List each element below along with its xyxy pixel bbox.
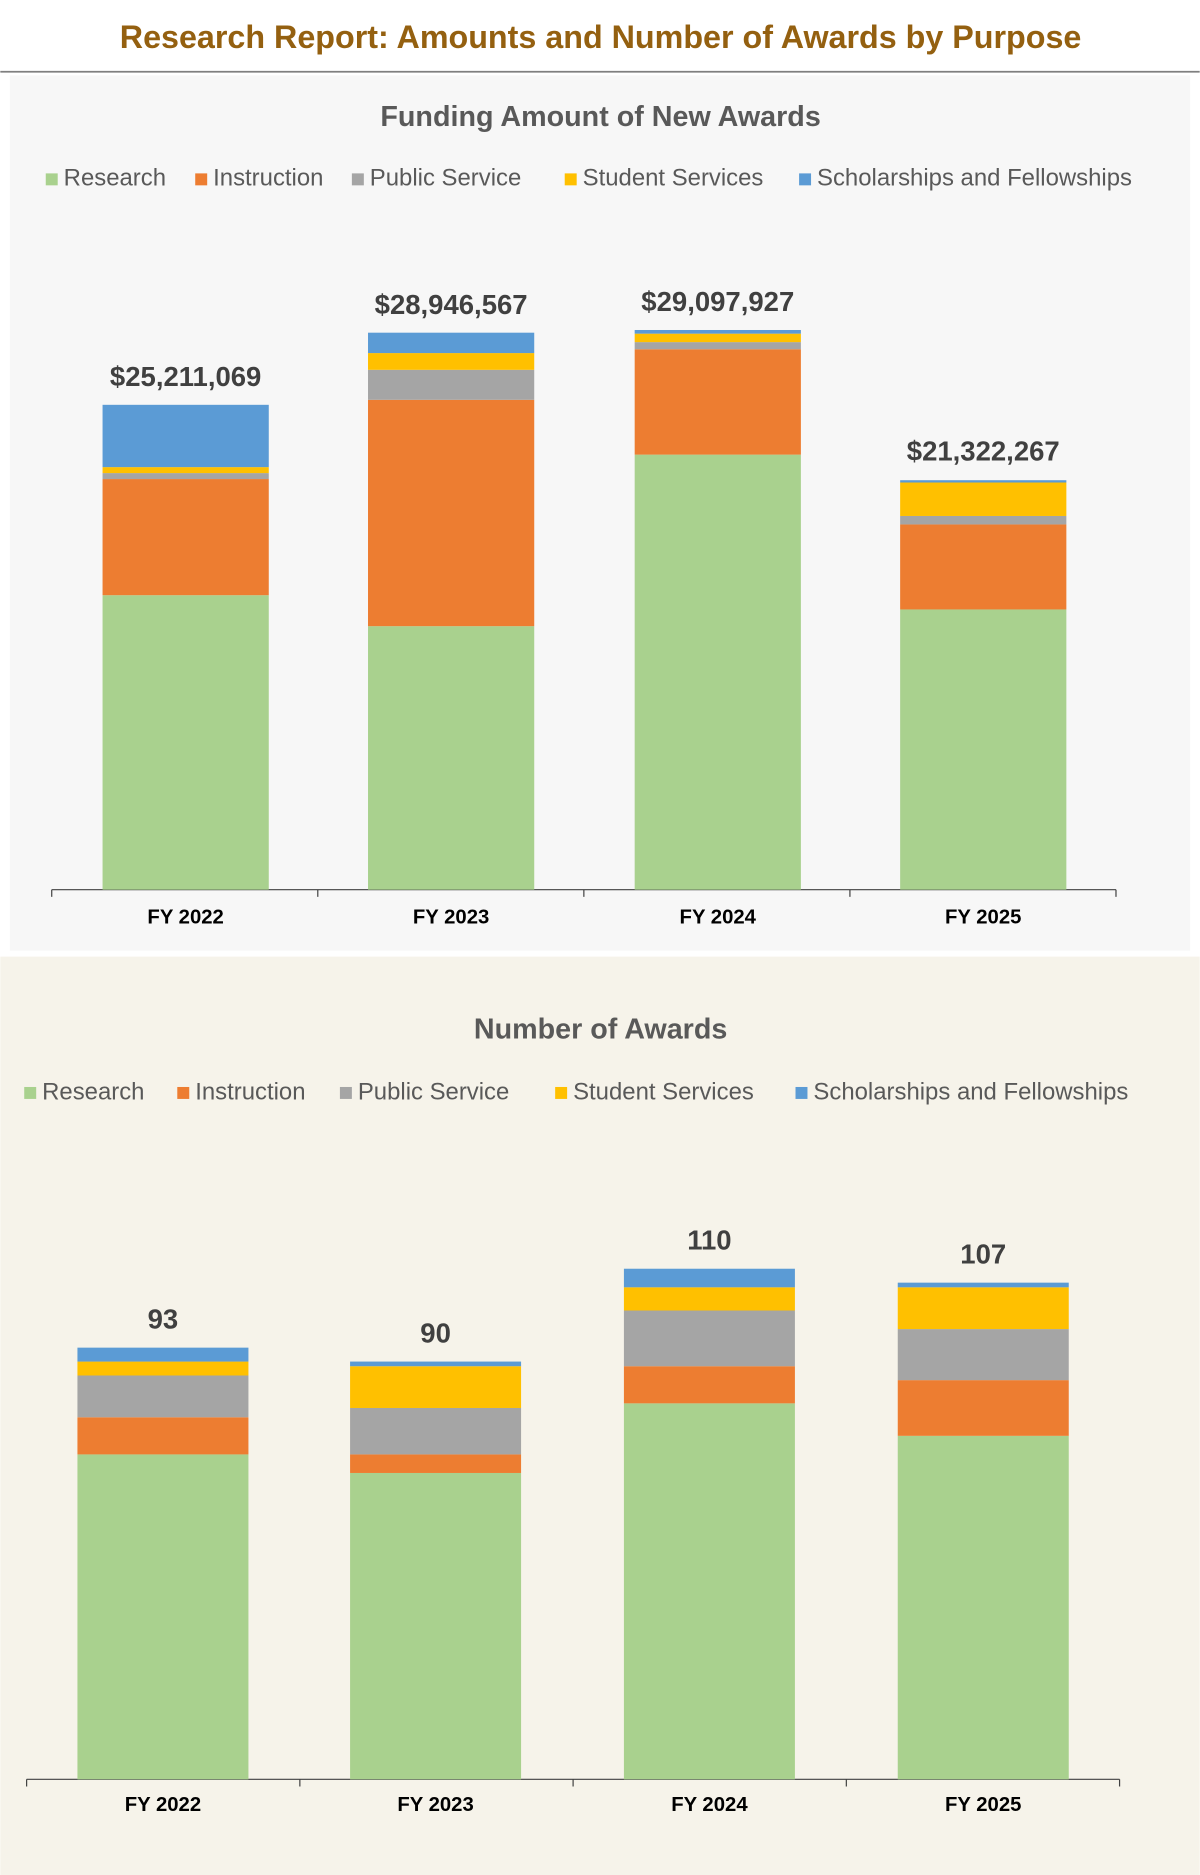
header-bg: [0, 0, 1200, 72]
bar-segment: [102, 404, 269, 468]
legend-label: Instruction: [195, 1078, 305, 1105]
legend-swatch: [339, 1086, 352, 1099]
x-tick-label: FY 2022: [147, 907, 223, 929]
legend-label: Research: [42, 1078, 144, 1105]
total-label: $25,211,069: [110, 361, 261, 392]
bar-segment: [634, 342, 801, 350]
bar-segment: [634, 329, 801, 334]
total-label: 110: [687, 1225, 731, 1256]
x-tick-label: FY 2025: [945, 1794, 1021, 1816]
x-tick-label: FY 2024: [671, 1794, 748, 1816]
legend-swatch: [564, 173, 577, 186]
bar-segment: [897, 1380, 1069, 1436]
legend-swatch: [799, 173, 812, 186]
total-label: $29,097,927: [641, 286, 794, 317]
bar-segment: [350, 1407, 522, 1455]
legend-label: Public Service: [358, 1078, 509, 1105]
legend-label: Student Services: [583, 165, 764, 192]
bar-segment: [368, 369, 535, 400]
bar-segment: [77, 1347, 249, 1362]
total-label: $21,322,267: [907, 436, 1060, 467]
bar-segment: [900, 609, 1067, 890]
bar-segment: [623, 1366, 795, 1404]
bar-segment: [350, 1454, 522, 1473]
bar-segment: [368, 353, 535, 370]
x-tick-label: FY 2025: [945, 907, 1021, 929]
bar-segment: [77, 1375, 249, 1418]
legend-swatch: [24, 1086, 37, 1099]
legend-label: Scholarships and Fellowships: [813, 1078, 1128, 1105]
x-tick-label: FY 2023: [397, 1794, 473, 1816]
chart-title: Funding Amount of New Awards: [380, 101, 820, 133]
report-title: Research Report: Amounts and Number of A…: [120, 19, 1082, 55]
legend-label: Research: [64, 165, 166, 192]
total-label: 93: [148, 1304, 179, 1335]
bar-segment: [900, 515, 1067, 525]
bar-segment: [634, 454, 801, 890]
bar-segment: [102, 595, 269, 890]
bar-segment: [350, 1472, 522, 1780]
bar-segment: [900, 524, 1067, 610]
x-tick-label: FY 2023: [413, 907, 489, 929]
legend-label: Instruction: [213, 165, 323, 192]
bar-segment: [623, 1310, 795, 1367]
bar-segment: [897, 1282, 1069, 1288]
legend-swatch: [351, 173, 364, 186]
bar-segment: [368, 399, 535, 627]
x-tick-label: FY 2022: [125, 1794, 201, 1816]
bar-segment: [623, 1403, 795, 1780]
bar-segment: [900, 480, 1067, 483]
legend-swatch: [195, 173, 208, 186]
total-label: $28,946,567: [375, 289, 528, 320]
bar-segment: [897, 1329, 1069, 1381]
bar-segment: [623, 1287, 795, 1311]
legend-swatch: [795, 1086, 808, 1099]
bar-segment: [77, 1361, 249, 1376]
legend-swatch: [45, 173, 58, 186]
total-label: 90: [420, 1318, 451, 1349]
legend-label: Student Services: [573, 1078, 754, 1105]
bar-segment: [368, 332, 535, 354]
chart-title: Number of Awards: [474, 1013, 727, 1045]
bar-segment: [350, 1366, 522, 1408]
legend-swatch: [555, 1086, 568, 1099]
bar-segment: [634, 349, 801, 455]
bar-segment: [368, 626, 535, 890]
legend-label: Scholarships and Fellowships: [817, 165, 1132, 192]
bar-segment: [77, 1417, 249, 1455]
bar-segment: [102, 479, 269, 596]
bar-segment: [900, 482, 1067, 516]
legend-swatch: [177, 1086, 190, 1099]
bar-segment: [897, 1435, 1069, 1780]
bar-segment: [897, 1287, 1069, 1330]
x-tick-label: FY 2024: [680, 907, 757, 929]
bar-segment: [623, 1268, 795, 1288]
bar-segment: [634, 333, 801, 343]
legend-label: Public Service: [370, 165, 521, 192]
bar-segment: [102, 473, 269, 480]
total-label: 107: [960, 1239, 1006, 1270]
bar-segment: [102, 467, 269, 474]
bar-segment: [350, 1361, 522, 1367]
bar-segment: [77, 1454, 249, 1780]
